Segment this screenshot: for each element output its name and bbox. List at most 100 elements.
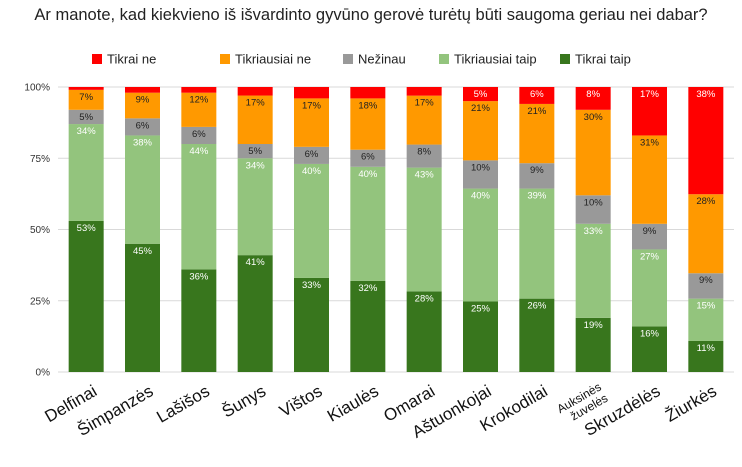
bar-skruzdeles-tikriausiai-ne	[632, 135, 667, 224]
data-label: 34%	[246, 160, 266, 171]
legend-swatch-tikrai-ne	[92, 54, 102, 64]
legend-swatch-nezinau	[343, 54, 353, 64]
data-label: 40%	[471, 191, 491, 202]
legend-swatch-tikriausiai-ne	[220, 54, 230, 64]
data-label: 25%	[471, 303, 491, 314]
bar-lasisos-nezinau	[181, 126, 217, 144]
legend-label-nezinau: Nežinau	[358, 52, 406, 67]
chart-title: Ar manote, kad kiekvieno iš išvardinto g…	[34, 6, 708, 24]
x-tick-label-lasisos: Lašišos	[153, 381, 212, 426]
bar-krokodilai-tikrai-taip	[519, 298, 555, 372]
bar-simpanzes-nezinau	[125, 118, 160, 136]
bar-vistos-nezinau	[294, 146, 329, 164]
data-label: 19%	[584, 320, 604, 331]
bar-sunys-tikrai-taip	[237, 255, 273, 372]
data-label: 36%	[189, 271, 209, 282]
data-label: 32%	[358, 283, 378, 294]
bar-lasisos-tikriausiai-ne	[181, 92, 217, 127]
data-label: 8%	[586, 89, 600, 100]
bar-auksines-zuveles-tikrai-taip	[575, 317, 611, 372]
data-label: 38%	[133, 137, 153, 148]
bar-simpanzes-tikrai-ne	[125, 87, 160, 93]
bar-auksines-zuveles-tikriausiai-ne	[575, 109, 611, 196]
bar-sunys-tikrai-ne	[237, 87, 273, 96]
bar-skruzdeles-tikrai-ne	[632, 87, 667, 136]
bar-kiaules-nezinau	[350, 149, 386, 167]
data-label: 43%	[415, 170, 435, 181]
data-label: 17%	[415, 98, 435, 109]
bar-astuonkojai-tikriausiai-taip	[463, 188, 498, 302]
bar-omarai-tikrai-taip	[406, 291, 442, 372]
bar-lasisos-tikriausiai-taip	[181, 144, 217, 270]
bar-vistos-tikrai-ne	[294, 87, 329, 99]
data-label: 33%	[302, 280, 322, 291]
data-label: 27%	[640, 251, 660, 262]
data-label: 21%	[527, 106, 547, 117]
data-label: 45%	[133, 246, 153, 257]
data-label: 6%	[530, 89, 544, 100]
bar-krokodilai-nezinau	[519, 163, 555, 189]
bar-ziurkes-tikriausiai-taip	[688, 298, 724, 341]
legend-label-tikrai-taip: Tikrai taip	[575, 52, 631, 67]
data-label: 28%	[415, 293, 435, 304]
y-tick-label: 75%	[30, 154, 50, 165]
bar-simpanzes-tikriausiai-ne	[125, 92, 160, 119]
bar-skruzdeles-tikriausiai-taip	[632, 249, 667, 327]
legend-label-tikriausiai-taip: Tikriausiai taip	[454, 52, 537, 67]
data-label: 16%	[640, 328, 660, 339]
data-label: 21%	[471, 103, 491, 114]
x-tick-label-vistos: Vištos	[276, 381, 325, 420]
data-label: 53%	[77, 223, 97, 234]
bar-omarai-nezinau	[406, 144, 442, 168]
data-label: 40%	[302, 166, 322, 177]
bar-ziurkes-nezinau	[688, 273, 724, 299]
bar-vistos-tikriausiai-ne	[294, 98, 329, 147]
bar-sunys-nezinau	[237, 144, 273, 159]
bar-krokodilai-tikrai-ne	[519, 87, 555, 104]
bar-ziurkes-tikriausiai-ne	[688, 194, 724, 274]
bar-auksines-zuveles-tikriausiai-taip	[575, 223, 611, 318]
data-label: 9%	[699, 275, 713, 286]
data-label: 6%	[361, 152, 375, 163]
bar-vistos-tikrai-taip	[294, 277, 329, 372]
bar-delfinai-tikrai-ne	[68, 87, 104, 90]
bar-delfinai-tikriausiai-ne	[68, 89, 104, 110]
data-label: 44%	[189, 146, 209, 157]
data-label: 7%	[79, 92, 93, 103]
data-label: 12%	[189, 95, 209, 106]
legend-swatch-tikrai-taip	[560, 54, 570, 64]
y-tick-label: 25%	[30, 296, 50, 307]
x-tick-label-line: Vištos	[276, 381, 325, 420]
data-label: 9%	[136, 95, 150, 106]
data-label: 10%	[584, 197, 604, 208]
data-label: 11%	[697, 343, 716, 354]
data-label: 31%	[640, 137, 660, 148]
data-label: 9%	[530, 165, 544, 176]
x-tick-label-line: Žiurkės	[662, 381, 720, 425]
data-label: 15%	[696, 301, 716, 312]
x-tick-label-kiaules: Kiaulės	[324, 381, 382, 425]
data-label: 17%	[302, 100, 322, 111]
bar-sunys-tikriausiai-taip	[237, 158, 273, 256]
data-label: 40%	[358, 169, 378, 180]
y-tick-label: 50%	[30, 225, 50, 236]
data-label: 18%	[358, 100, 378, 111]
legend-swatch-tikriausiai-taip	[439, 54, 449, 64]
bar-skruzdeles-nezinau	[632, 223, 667, 250]
bar-simpanzes-tikrai-taip	[125, 243, 160, 372]
data-label: 6%	[136, 120, 150, 131]
data-label: 28%	[696, 196, 716, 207]
data-label: 34%	[77, 126, 97, 137]
data-label: 38%	[696, 89, 716, 100]
bar-astuonkojai-nezinau	[463, 160, 498, 189]
bar-delfinai-tikriausiai-taip	[68, 124, 104, 221]
data-label: 6%	[192, 129, 206, 140]
x-tick-label-ziurkes: Žiurkės	[662, 381, 720, 425]
bar-auksines-zuveles-nezinau	[575, 195, 611, 224]
data-label: 5%	[248, 146, 262, 157]
y-tick-label: 100%	[24, 83, 50, 94]
bar-lasisos-tikrai-taip	[181, 269, 217, 372]
data-label: 6%	[305, 149, 319, 160]
data-label: 41%	[246, 257, 266, 268]
